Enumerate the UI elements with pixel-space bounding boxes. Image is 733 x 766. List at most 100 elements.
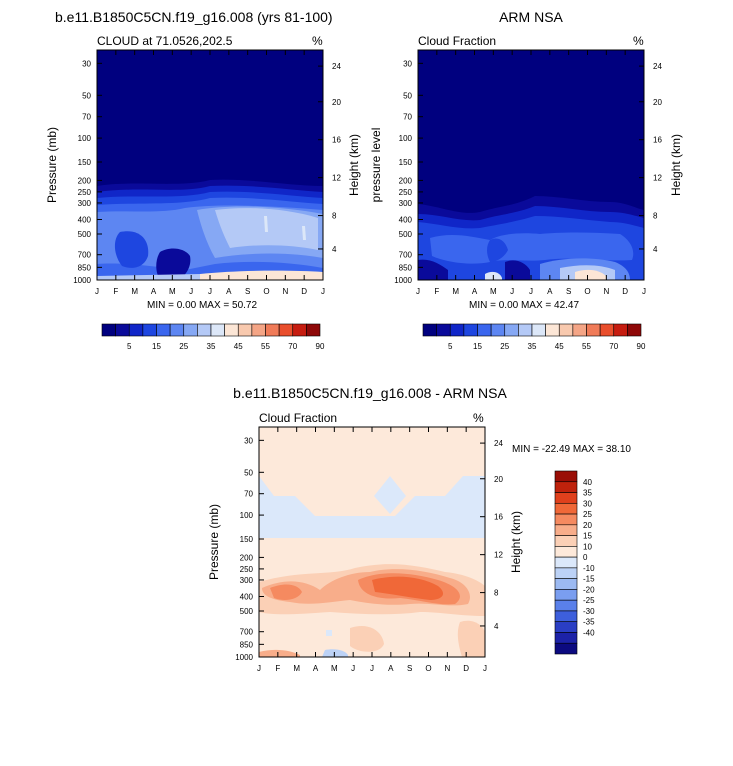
colorbar-label: -30 xyxy=(583,607,595,616)
colorbar-swatch xyxy=(278,323,294,337)
panel-obs-subtitle: Cloud Fraction xyxy=(418,34,496,48)
colorbar-swatch xyxy=(599,323,615,337)
y-right-tick-label: 16 xyxy=(494,513,503,522)
y-right-tick-label: 16 xyxy=(653,136,662,145)
y-tick-label: 50 xyxy=(244,468,253,477)
colorbar-label: 15 xyxy=(583,532,592,541)
y-tick-label: 300 xyxy=(240,576,254,585)
x-tick-label: J xyxy=(510,287,514,296)
y-right-tick-label: 24 xyxy=(494,439,503,448)
y-tick-label: 250 xyxy=(399,188,413,197)
x-tick-label: F xyxy=(113,287,118,296)
y-right-tick-label: 4 xyxy=(332,245,337,254)
y-tick-label: 70 xyxy=(82,113,91,122)
panel-obs-units: % xyxy=(633,34,644,48)
y-tick-label: 500 xyxy=(240,607,254,616)
contour-fill xyxy=(418,259,448,280)
y-tick-label: 100 xyxy=(240,511,254,520)
y-tick-label: 850 xyxy=(78,263,92,272)
y-tick-label: 400 xyxy=(399,216,413,225)
colorbar-swatch xyxy=(518,323,533,337)
colorbar-swatch xyxy=(101,323,116,337)
x-tick-label: O xyxy=(584,287,590,296)
x-tick-label: A xyxy=(388,664,394,673)
colorbar-swatch xyxy=(422,323,437,337)
colorbar-swatch xyxy=(554,567,578,579)
panel-obs-ylabel: pressure level xyxy=(369,128,383,203)
x-tick-label: M xyxy=(452,287,459,296)
panel-model-stats: MIN = 0.00 MAX = 50.72 xyxy=(147,300,257,311)
y-right-tick-label: 20 xyxy=(494,475,503,484)
x-tick-label: J xyxy=(95,287,99,296)
y-right-tick-label: 20 xyxy=(332,98,341,107)
colorbar-label: 30 xyxy=(583,499,592,508)
x-tick-label: N xyxy=(444,664,450,673)
y-tick-label: 250 xyxy=(78,188,92,197)
colorbar-swatch xyxy=(169,323,185,337)
y-tick-label: 300 xyxy=(78,199,92,208)
x-tick-label: J xyxy=(416,287,420,296)
x-tick-label: D xyxy=(622,287,628,296)
colorbar-label: 25 xyxy=(583,510,592,519)
colorbar-swatch xyxy=(554,578,578,590)
colorbar-swatch xyxy=(237,323,253,337)
contour-fill xyxy=(322,649,348,657)
panel-model-ylabel-right: Height (km) xyxy=(347,134,361,196)
colorbar-swatch xyxy=(554,599,578,612)
y-tick-label: 150 xyxy=(240,535,254,544)
panel-diff-stats: MIN = -22.49 MAX = 38.10 xyxy=(512,444,631,455)
y-tick-label: 150 xyxy=(399,158,413,167)
colorbar-swatch xyxy=(142,323,157,337)
contour-fill xyxy=(259,649,300,657)
x-tick-label: J xyxy=(642,287,646,296)
y-tick-label: 150 xyxy=(78,158,92,167)
panel-diff-plot xyxy=(259,427,485,657)
y-tick-label: 1000 xyxy=(235,653,253,662)
y-tick-label: 250 xyxy=(240,565,254,574)
colorbar-label: 90 xyxy=(316,342,325,351)
colorbar-label: 70 xyxy=(609,342,618,351)
x-tick-label: A xyxy=(547,287,553,296)
panel-model-colorbar: 5 15 25 35 45 55 70 90 xyxy=(101,323,325,351)
colorbar-swatch xyxy=(115,323,130,337)
x-tick-label: J xyxy=(370,664,374,673)
colorbar-swatch xyxy=(463,323,478,337)
x-tick-label: A xyxy=(226,287,232,296)
colorbar-swatch xyxy=(558,323,574,337)
contour-fill xyxy=(372,576,444,600)
panel-model-title: b.e11.B1850C5CN.f19_g16.008 (yrs 81-100) xyxy=(55,9,333,25)
y-right-tick-label: 4 xyxy=(494,622,499,631)
y-tick-label: 400 xyxy=(78,216,92,225)
colorbar-swatch xyxy=(554,481,578,493)
colorbar-label: -40 xyxy=(583,628,595,637)
colorbar-swatch xyxy=(554,524,578,536)
colorbar-swatch xyxy=(292,323,307,337)
x-tick-label: J xyxy=(529,287,533,296)
colorbar-label: -20 xyxy=(583,585,595,594)
contour-fill xyxy=(264,216,268,232)
panel-diff-ylabel: Pressure (mb) xyxy=(207,504,221,580)
panel-obs-ylabel-right: Height (km) xyxy=(669,134,683,196)
colorbar-swatch xyxy=(586,323,601,337)
colorbar-label: 40 xyxy=(583,478,592,487)
y-tick-label: 30 xyxy=(244,436,253,445)
x-tick-label: N xyxy=(603,287,609,296)
y-right-tick-label: 24 xyxy=(332,62,341,71)
colorbar-swatch xyxy=(554,621,578,633)
colorbar-swatch xyxy=(613,323,628,337)
y-tick-label: 200 xyxy=(240,553,254,562)
colorbar-swatch xyxy=(531,323,546,337)
panel-obs-axes: J F M A M J J A S O N D J 30 50 70 100 150 200 250 300 400 500… xyxy=(394,50,662,296)
colorbar-swatch xyxy=(554,492,578,504)
colorbar-swatch xyxy=(477,323,492,337)
x-tick-label: S xyxy=(407,664,412,673)
contour-fill xyxy=(270,584,302,600)
colorbar-label: 25 xyxy=(500,342,509,351)
x-tick-label: J xyxy=(189,287,193,296)
contour-fill xyxy=(97,274,200,280)
contour-fill xyxy=(505,260,530,280)
colorbar-label: -10 xyxy=(583,564,595,573)
x-tick-label: J xyxy=(351,664,355,673)
y-tick-label: 70 xyxy=(403,113,412,122)
